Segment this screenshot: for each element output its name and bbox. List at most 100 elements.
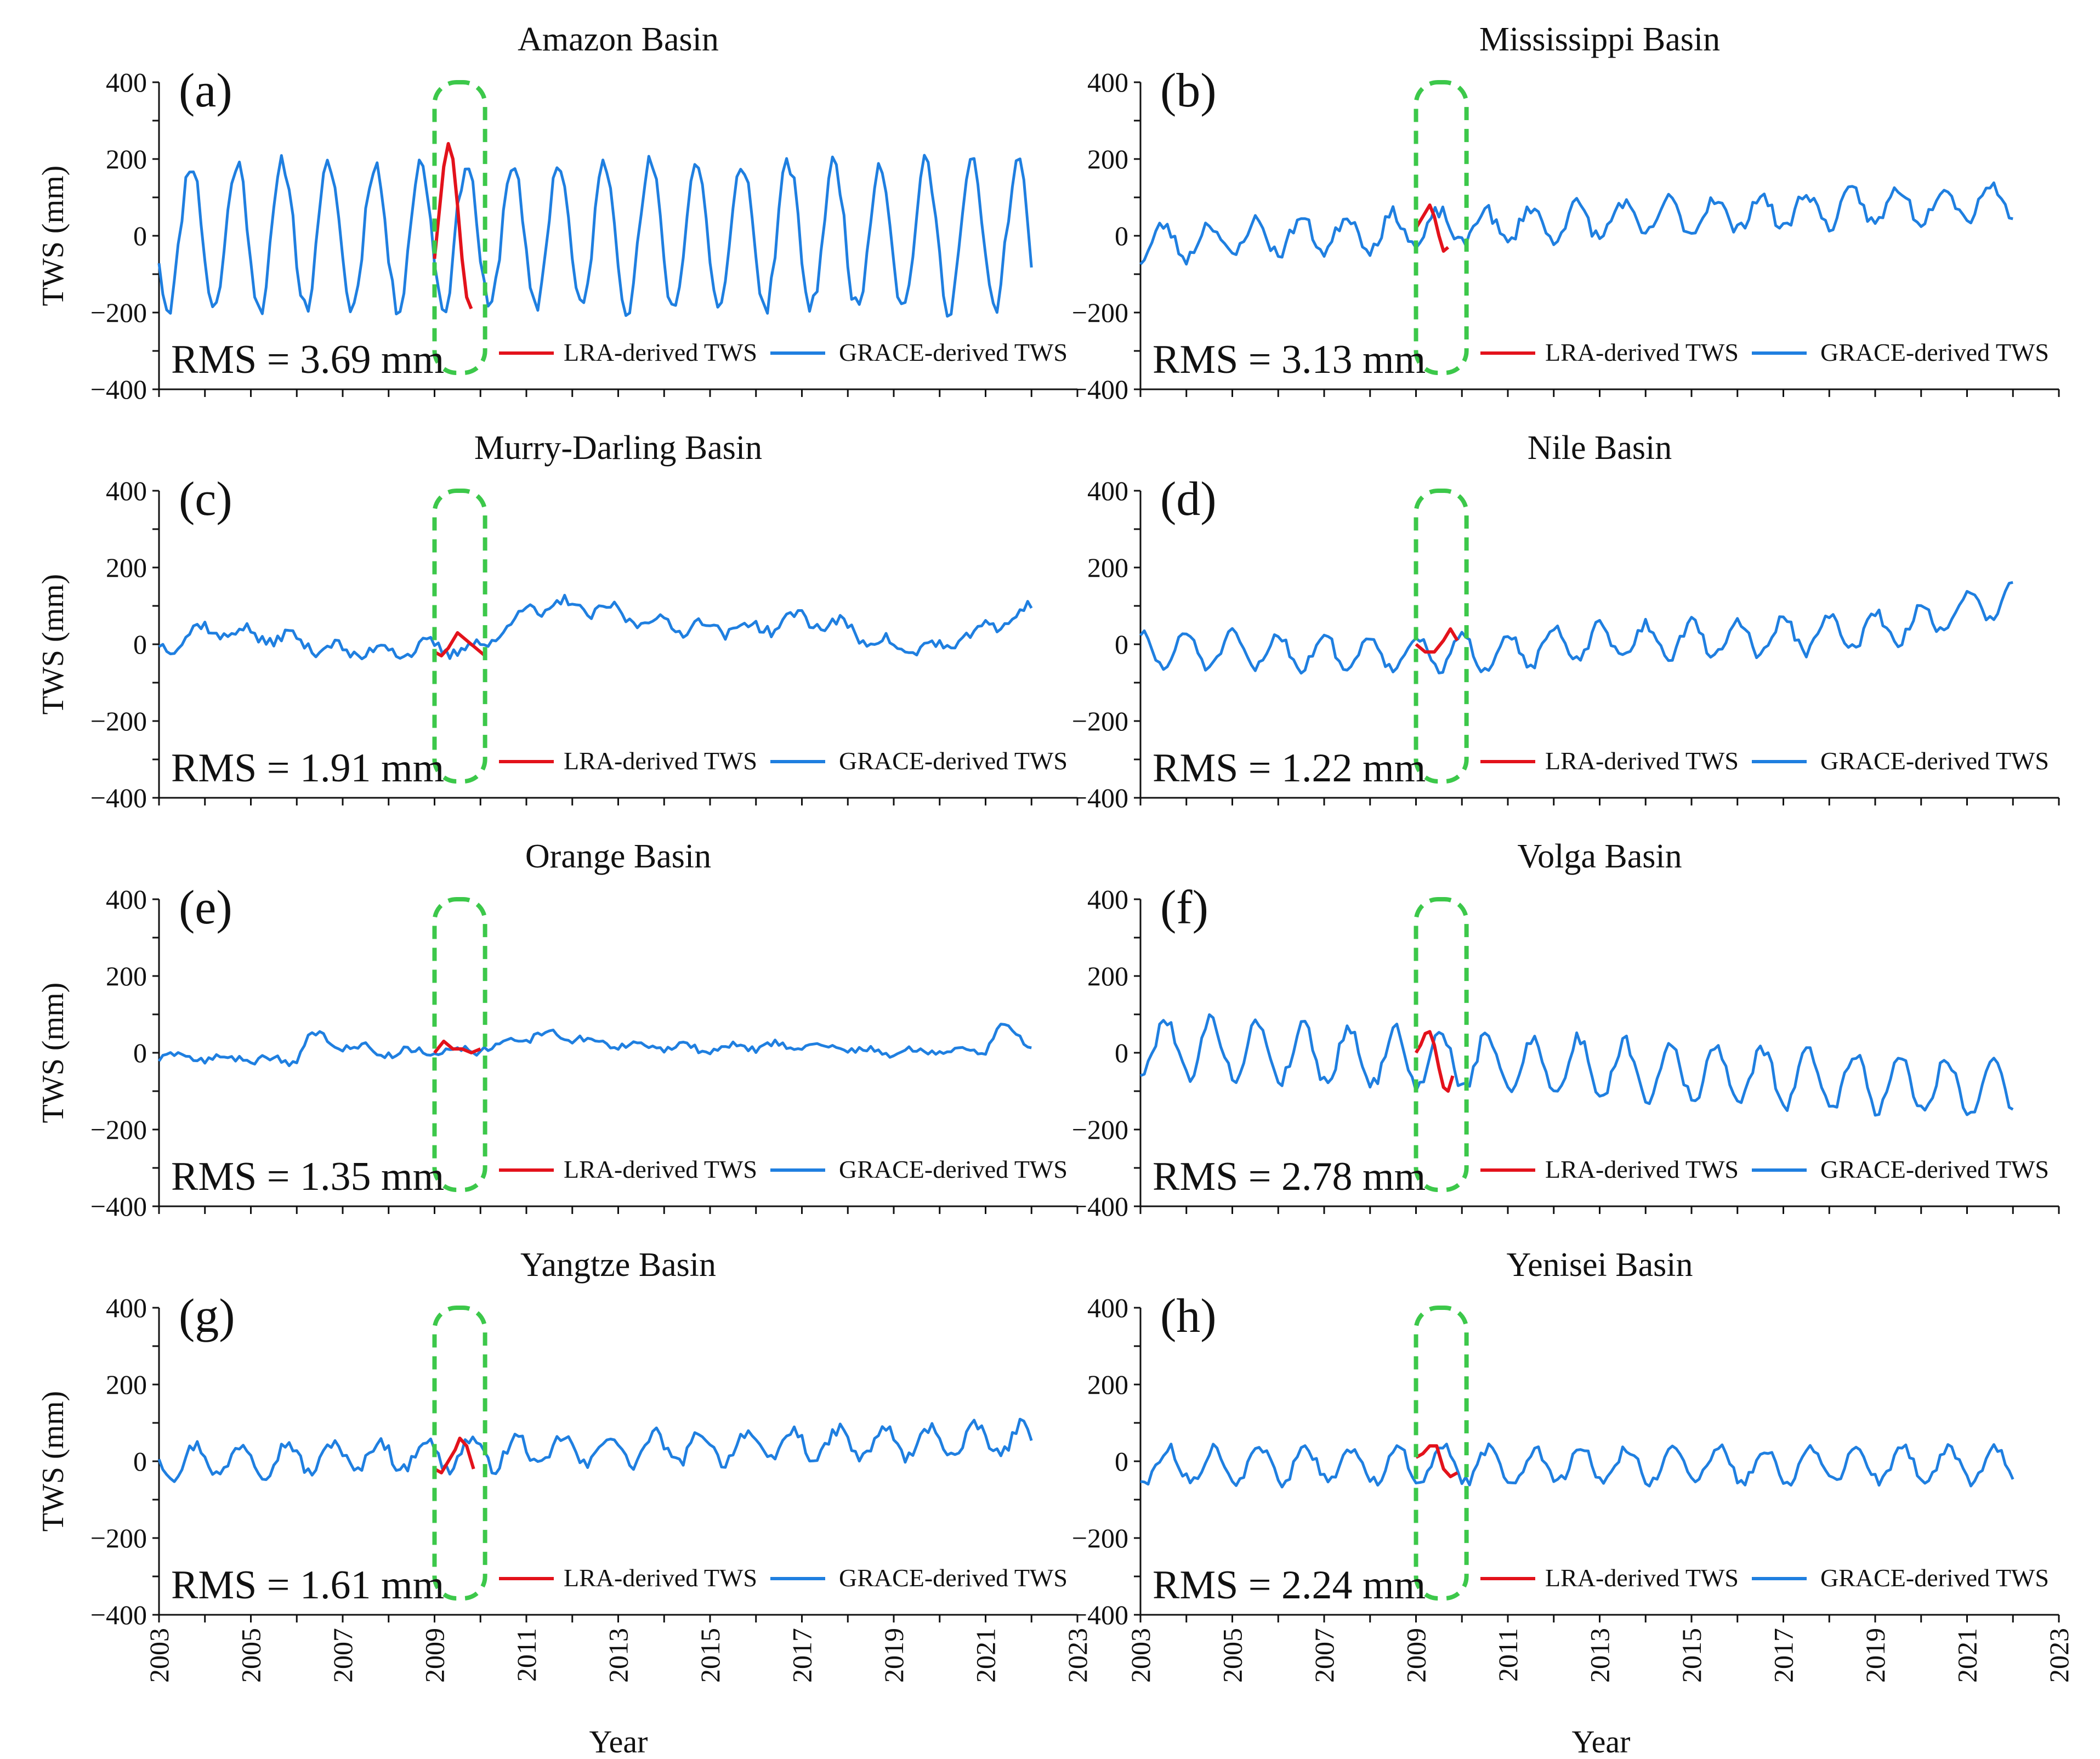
- panel-a: Amazon Basin (a) 400 200 0 −200 −400 TWS (mm) RM…: [36, 21, 1079, 405]
- lra-series-line: [1414, 203, 1450, 253]
- y-tick-label: −400: [90, 374, 147, 405]
- y-tick-label: 0: [1115, 1037, 1128, 1068]
- lra-series-line: [433, 1040, 481, 1054]
- grace-series-line: [1140, 1442, 2014, 1489]
- legend-grace-label: GRACE-derived TWS: [1820, 1564, 2049, 1592]
- y-tick-label: −200: [1072, 1523, 1128, 1553]
- highlight-window: [432, 897, 487, 1192]
- y-tick-label: 200: [106, 961, 147, 991]
- panel-b: Mississippi Basin (b) 400 200 0 −200 −400 RMS =…: [1072, 21, 2060, 405]
- grace-series-line: [157, 1023, 1032, 1068]
- y-tick-label: −200: [1072, 706, 1128, 736]
- x-tick-label: 2007: [327, 1628, 358, 1683]
- highlight-window: [432, 1306, 487, 1601]
- x-tick-label: 2011: [511, 1628, 542, 1682]
- x-tick-label: 2015: [695, 1628, 725, 1683]
- y-tick-label: 0: [133, 629, 147, 660]
- legend-lra-label: LRA-derived TWS: [1545, 338, 1739, 366]
- y-tick-label: 400: [106, 67, 147, 98]
- x-axis-label-right: Year: [1572, 1724, 1631, 1759]
- legend-lra-label: LRA-derived TWS: [1545, 1155, 1739, 1183]
- y-tick-label: −200: [90, 1523, 147, 1553]
- lra-series-line: [1415, 1444, 1458, 1478]
- y-tick-label: 0: [1115, 629, 1128, 660]
- legend-lra-label: LRA-derived TWS: [1545, 1564, 1739, 1592]
- x-tick-label: 2021: [970, 1628, 1001, 1683]
- x-tick-label: 2013: [603, 1628, 634, 1683]
- legend-lra-label: LRA-derived TWS: [564, 1155, 757, 1183]
- x-axis-label-left: Year: [589, 1724, 648, 1759]
- panel-e: Orange Basin (e) 400 200 0 −200 −400 TWS (mm) RM…: [36, 838, 1079, 1222]
- y-tick-label: −200: [1072, 297, 1128, 328]
- y-tick-label: 200: [1087, 961, 1128, 991]
- panel-title: Yenisei Basin: [1507, 1246, 1693, 1284]
- legend-grace-label: GRACE-derived TWS: [1820, 338, 2049, 366]
- legend-lra-label: LRA-derived TWS: [564, 338, 757, 366]
- highlight-window: [1414, 897, 1469, 1192]
- highlight-window: [1414, 1306, 1469, 1601]
- legend-grace-label: GRACE-derived TWS: [839, 747, 1068, 775]
- highlight-window: [432, 489, 487, 784]
- x-tick-label: 2019: [878, 1628, 909, 1683]
- grace-series-line: [157, 154, 1033, 318]
- x-tick-label: 2019: [1860, 1628, 1891, 1683]
- rms-label: RMS = 3.69 mm: [171, 337, 444, 382]
- x-tick-label: 2003: [1125, 1628, 1156, 1683]
- rms-label: RMS = 3.13 mm: [1153, 337, 1426, 382]
- y-tick-label: 400: [106, 475, 147, 506]
- legend-grace-label: GRACE-derived TWS: [839, 1564, 1068, 1592]
- panel-title: Amazon Basin: [518, 21, 719, 58]
- legend-lra-label: LRA-derived TWS: [564, 1564, 757, 1592]
- y-tick-label: 0: [133, 1446, 147, 1477]
- grace-series-line: [1139, 181, 2013, 266]
- x-tick-label: 2003: [144, 1628, 174, 1683]
- y-tick-label: 0: [133, 1037, 147, 1068]
- lra-series-line: [434, 1437, 475, 1474]
- rms-label: RMS = 2.78 mm: [1153, 1154, 1426, 1199]
- highlight-window: [432, 80, 487, 375]
- x-tick-label: 2023: [1062, 1628, 1093, 1683]
- panel-label: (f): [1160, 881, 1208, 934]
- x-tick-label: 2011: [1492, 1628, 1523, 1682]
- x-tick-label: 2013: [1585, 1628, 1615, 1683]
- y-tick-label: 200: [106, 552, 147, 583]
- x-tick-label: 2015: [1676, 1628, 1707, 1683]
- y-axis-label: TWS (mm): [36, 983, 70, 1124]
- y-tick-label: 400: [1087, 67, 1128, 98]
- grace-series-line: [157, 1417, 1033, 1483]
- y-tick-label: 200: [1087, 1369, 1128, 1400]
- y-tick-label: −400: [1072, 782, 1128, 813]
- rms-label: RMS = 1.22 mm: [1153, 746, 1426, 791]
- lra-series-line: [1414, 1030, 1455, 1093]
- panel-d: Nile Basin (d) 400 200 0 −200 −400 RMS = 1.22 m…: [1072, 429, 2060, 813]
- y-tick-label: 0: [133, 220, 147, 251]
- rms-label: RMS = 2.24 mm: [1153, 1563, 1426, 1608]
- y-tick-label: 400: [1087, 884, 1128, 915]
- y-axis-label: TWS (mm): [36, 1391, 70, 1532]
- y-tick-label: 200: [106, 144, 147, 174]
- panel-label: (b): [1160, 64, 1217, 117]
- legend-grace-label: GRACE-derived TWS: [839, 338, 1068, 366]
- x-tick-label: 2021: [1952, 1628, 1983, 1683]
- panel-label: (h): [1160, 1290, 1217, 1343]
- panel-f: Volga Basin (f) 400 200 0 −200 −400 RMS = 2.78 …: [1072, 838, 2060, 1222]
- grace-series-line: [1140, 1013, 2014, 1117]
- panel-label: (g): [179, 1290, 235, 1343]
- grace-series-line: [1139, 581, 2013, 675]
- y-tick-label: −200: [90, 706, 147, 736]
- x-tick-label: 2017: [1768, 1628, 1799, 1683]
- lra-series-line: [1415, 627, 1459, 654]
- x-tick-label: 2023: [2044, 1628, 2074, 1683]
- y-tick-label: 400: [106, 884, 147, 915]
- y-tick-label: 400: [1087, 1292, 1128, 1323]
- panel-title: Murry-Darling Basin: [474, 429, 762, 467]
- x-tick-label: 2007: [1309, 1628, 1340, 1683]
- y-tick-label: −400: [1072, 1599, 1128, 1630]
- x-tick-label: 2009: [419, 1628, 450, 1683]
- y-tick-label: 200: [1087, 552, 1128, 583]
- y-tick-label: 200: [1087, 144, 1128, 174]
- y-tick-label: −400: [90, 1191, 147, 1222]
- y-tick-label: −200: [90, 1114, 147, 1145]
- y-axis-label: TWS (mm): [36, 166, 70, 307]
